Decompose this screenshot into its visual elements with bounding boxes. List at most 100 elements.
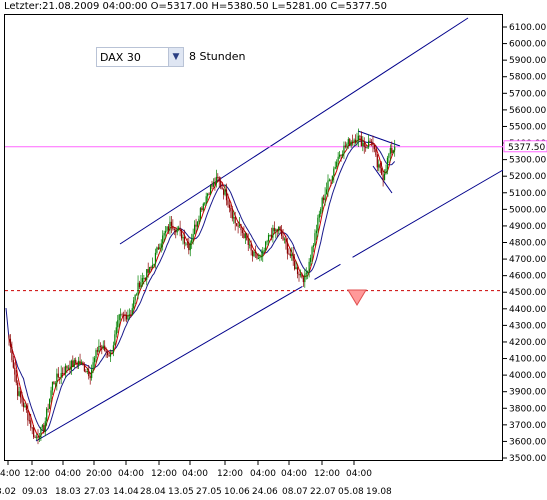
candle-body [188,243,190,251]
chevron-down-icon[interactable]: ▼ [168,48,183,66]
candle-body [260,256,262,258]
candle-body [262,250,264,257]
candle-body [249,244,251,246]
candle-body [20,391,22,398]
candle-body [108,355,110,357]
candle-body [291,254,293,257]
candle-body [192,234,194,240]
candle-body [325,189,328,195]
candle-body [353,139,355,143]
time-tick-label: 4:00 [0,469,20,479]
candle-body [25,405,27,411]
time-axis[interactable]: 4:00 12:00 04:00 20:00 04:00 12:00 04:00 12:00 0… [0,461,392,497]
candle-body [89,376,91,378]
channel-lower-line[interactable] [35,169,504,442]
candle-body [111,352,113,354]
candle-body [30,420,32,428]
candle-body [334,167,336,169]
candle-body [185,243,187,245]
candle-body [162,235,164,244]
triangle-down-icon[interactable] [347,289,367,306]
candle-body [80,362,83,365]
date-tick-label: 27.05 [196,487,222,497]
candle-body [66,365,68,369]
candle-body [41,425,43,428]
candle-body [305,272,307,275]
candle-body [327,180,329,190]
candle-body [376,155,378,168]
candle-body [173,228,175,231]
candle-body [288,253,290,255]
price-axis[interactable]: 6100.00 6000.00 5900.00 5800.00 5700.00 5600.… [503,23,546,464]
candle-body [120,314,122,316]
candle-body [169,221,171,231]
time-tick-label: 04:00 [182,469,208,479]
candle-body [146,269,148,280]
timeframe-label[interactable]: 8 Stunden [189,50,246,63]
price-tick-label: 5300.00 [509,156,546,166]
candle-body [337,156,339,162]
candle-body [295,267,297,270]
candle-body [121,314,123,316]
candle-body [298,273,300,276]
candle-body [228,204,230,209]
candle-body [102,345,104,349]
price-tick-label: 4400.00 [509,305,546,315]
date-tick-label: 22.07 [310,487,336,497]
price-tick-label: 6100.00 [509,23,546,33]
chart-plot-area[interactable] [4,14,503,461]
candle-body [223,189,225,195]
candle-body [257,257,259,259]
candle-body [76,363,78,366]
candle-body [21,397,23,403]
channel-upper-line[interactable] [119,17,469,245]
candle-body [105,350,107,353]
price-tick-label: 5700.00 [509,89,546,99]
candle-body [28,420,30,422]
candle-body [82,362,84,365]
candle-body [304,274,306,283]
candle-body [128,314,130,316]
moving-average-fast [8,138,396,439]
candle-body [8,335,10,339]
price-tick-label: 5900.00 [509,56,546,66]
candle-body [12,360,14,368]
candle-body [196,221,199,227]
candle-body [147,269,149,273]
candle-body [385,169,387,174]
candle-body [356,140,358,143]
time-tick-label: 04:00 [118,469,144,479]
candle-body [11,346,13,361]
date-tick-label: 14.04 [113,487,139,497]
price-tick-label: 6000.00 [509,40,546,50]
date-tick-label: 27.03 [84,487,110,497]
candle-body [392,150,394,153]
candle-body [215,176,217,185]
candle-body [83,364,85,372]
candle-body [69,367,71,370]
candle-body [118,314,120,321]
candle-body [285,238,287,244]
candle-body [49,399,51,409]
candle-body [240,224,242,231]
candle-body [117,320,119,328]
candle-body [391,148,393,153]
candle-body [294,260,296,270]
candle-body [346,144,348,147]
instrument-select[interactable]: DAX 30 ▼ [96,47,184,67]
candle-body [221,187,223,190]
candle-body [256,253,258,259]
candle-body [199,208,201,219]
candle-body [389,148,391,154]
date-tick-label: 3.02 [0,487,16,497]
candle-body [33,427,35,438]
trend-channel[interactable] [35,17,504,442]
candle-body [230,208,232,212]
price-tick-label: 4800.00 [509,239,546,249]
candle-body [131,308,133,315]
price-tick-label: 5200.00 [509,172,546,182]
candle-body [227,200,229,205]
price-tick-label: 5500.00 [509,122,546,132]
short-term-upper-line[interactable] [357,130,401,147]
